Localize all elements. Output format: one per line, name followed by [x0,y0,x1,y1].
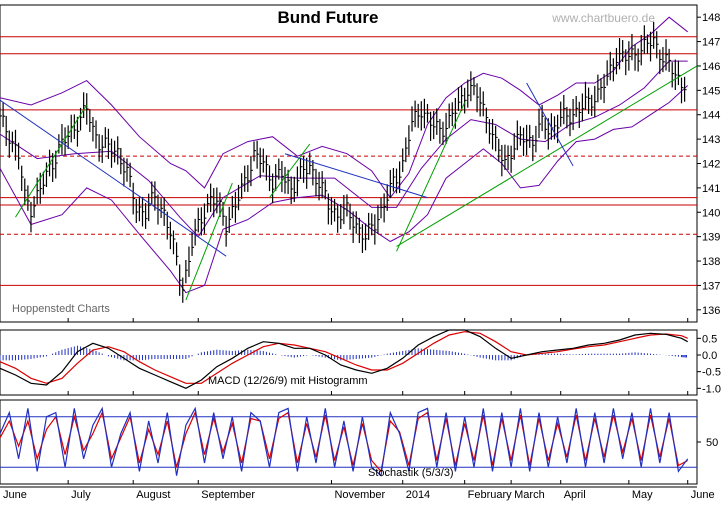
x-tick-label: July [71,489,91,501]
y-tick-label: 146 [702,61,720,73]
trend-line [396,102,466,252]
y-tick-label: 143 [702,134,720,146]
stochastic-y-tick-label: 50 [706,437,718,449]
source-label: Hoppenstedt Charts [12,303,110,315]
bollinger-lower-line [0,85,689,294]
y-tick-label: 141 [702,183,720,195]
y-tick-label: 144 [702,110,720,122]
macd-panel: 0.5 0.0 -0.5 -1.0 [0,329,721,396]
trend-line [15,104,88,218]
y-tick-label: 140 [702,207,720,219]
y-tick-label: 142 [702,159,720,171]
trend-line [269,143,311,198]
macd-label: MACD (12/26/9) mit Histogramm [208,375,368,387]
macd-y-tick-label: -0.5 [702,367,721,379]
x-tick-label: September [201,489,255,501]
trend-line [396,65,698,247]
x-tick-label: May [632,489,653,501]
macd-y-tick-label: -1.0 [702,383,721,395]
trend-line [284,153,428,199]
x-tick-label: November [334,489,385,501]
y-tick-label: 136 [702,305,720,317]
x-tick-label: 2014 [406,489,430,501]
watermark: www.chartbuero.de [551,11,655,25]
y-tick-label: 138 [702,256,720,268]
x-tick-label: March [514,489,545,501]
chart-title: Bund Future [277,8,378,27]
x-tick-label: August [136,489,170,501]
trend-line [185,182,233,301]
y-tick-label: 137 [702,280,720,292]
trend-line [526,82,574,167]
stochastic-k-line [0,406,689,477]
bollinger-mid-line [0,60,688,238]
trend-line [0,99,227,257]
price-bars [0,21,687,303]
y-tick-label: 145 [702,85,720,97]
x-tick-label: April [564,489,586,501]
macd-signal-line [0,331,688,384]
x-tick-label: June [691,489,715,501]
x-tick-label: February [468,489,513,501]
y-tick-label: 148 [702,12,720,24]
x-axis: June July August September November 2014 Febru… [0,318,715,501]
stochastic-label: Stochastik (5/3/3) [368,467,454,479]
stochastic-panel: 50 [0,399,718,485]
x-tick-label: June [3,489,27,501]
macd-y-tick-label: 0.5 [702,333,717,345]
macd-y-tick-label: 0.0 [702,350,717,362]
y-tick-label: 139 [702,232,720,244]
y-tick-label: 147 [702,37,720,49]
macd-line [0,329,688,389]
macd-frame [0,329,698,396]
price-panel: 136 137 138 139 140 141 142 143 144 145 146 147 148 [0,4,720,323]
